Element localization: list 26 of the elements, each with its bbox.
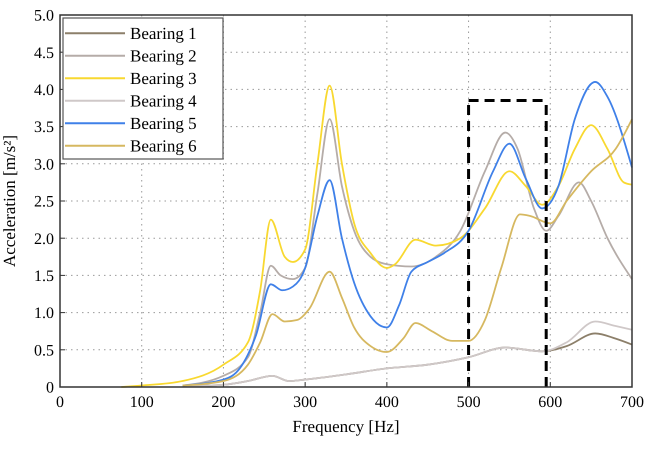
legend-label: Bearing 5 (130, 114, 197, 134)
legend-label: Bearing 1 (130, 24, 197, 44)
y-tick-label: 5.0 (34, 8, 54, 25)
x-tick-label: 200 (211, 394, 236, 411)
x-tick-label: 400 (374, 394, 399, 411)
x-tick-label: 500 (456, 394, 481, 411)
y-tick-label: 4.5 (34, 44, 54, 62)
y-tick-label: 2.5 (34, 194, 54, 211)
y-axis-title: Acceleration [m/s²] (0, 134, 19, 268)
legend-label: Bearing 4 (130, 92, 198, 111)
y-tick-label: 4.0 (34, 82, 54, 99)
y-tick-label: 3.5 (34, 119, 54, 136)
x-tick-label: 100 (130, 394, 154, 411)
legend-label: Bearing 2 (130, 46, 197, 66)
x-axis-title: Frequency [Hz] (292, 417, 400, 436)
y-tick-label: 0.5 (34, 342, 54, 360)
legend-label: Bearing 6 (130, 136, 197, 156)
y-tick-label: 0 (46, 380, 54, 397)
y-tick-label: 1.0 (34, 305, 54, 322)
y-tick-label: 1.5 (34, 268, 54, 285)
x-tick-label: 300 (293, 394, 318, 411)
x-tick-label: 600 (538, 394, 562, 411)
y-tick-label: 2.0 (34, 230, 54, 248)
x-tick-label: 700 (620, 394, 644, 411)
legend-label: Bearing 3 (130, 69, 197, 88)
y-tick-label: 3.0 (34, 156, 54, 174)
